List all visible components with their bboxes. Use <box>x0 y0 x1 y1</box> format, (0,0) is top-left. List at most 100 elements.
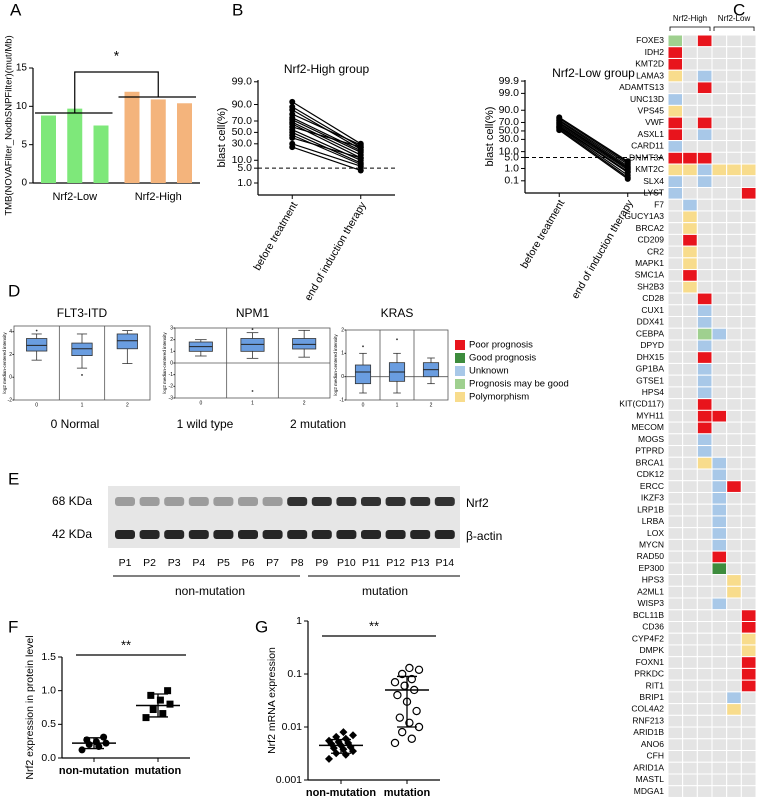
group-label: mutation <box>362 584 408 598</box>
map-cell <box>740 57 757 71</box>
map-cell <box>740 81 757 95</box>
map-cell <box>682 104 698 118</box>
point <box>147 691 155 699</box>
map-cell <box>740 679 757 693</box>
map-cell <box>726 574 742 587</box>
bar <box>67 108 83 183</box>
map-cell <box>740 515 757 529</box>
map-cell <box>726 140 742 153</box>
map-cell <box>667 374 684 388</box>
map-cell <box>682 316 698 329</box>
gene-label: IKZF3 <box>641 493 664 503</box>
map-cell <box>726 527 742 540</box>
x-tick-label: non-mutation <box>59 765 130 777</box>
y-tick-label: -3 <box>169 395 174 401</box>
point <box>166 700 174 708</box>
map-cell <box>711 128 728 142</box>
pair-line <box>292 126 361 148</box>
map-cell <box>696 585 713 599</box>
y-tick-label: 5.0 <box>504 151 519 163</box>
map-cell <box>667 656 684 669</box>
point <box>556 127 563 134</box>
map-cell <box>682 269 698 282</box>
map-cell <box>711 93 728 106</box>
band <box>115 530 135 539</box>
map-cell <box>726 327 742 341</box>
box <box>116 333 138 350</box>
x-tick-label: 1 <box>396 402 399 408</box>
y-tick-label: 1 <box>296 615 302 627</box>
pair-line <box>558 125 629 172</box>
map-cell <box>726 491 742 505</box>
point <box>78 746 86 754</box>
gene-label: DDX41 <box>637 317 665 327</box>
map-cell <box>682 714 698 728</box>
map-cell <box>682 679 698 693</box>
map-cell <box>667 503 684 517</box>
band-size: 68 KDa <box>52 494 92 508</box>
point <box>156 696 164 704</box>
lane-label: P8 <box>291 557 304 569</box>
pair-line <box>558 129 629 180</box>
map-cell <box>667 562 684 576</box>
map-cell <box>711 409 728 423</box>
map-cell <box>726 562 742 576</box>
y-tick-label: 0.1 <box>504 175 519 187</box>
map-cell <box>696 198 713 212</box>
map-cell <box>682 480 698 493</box>
point <box>159 710 167 718</box>
map-cell <box>682 445 698 458</box>
map-cell <box>667 116 684 130</box>
point <box>412 706 421 716</box>
pair-line <box>292 146 361 172</box>
y-tick-label: 0.5 <box>41 718 56 730</box>
map-cell <box>740 703 757 716</box>
bar <box>177 103 192 183</box>
map-cell <box>711 632 728 646</box>
map-cell <box>696 316 713 329</box>
map-cell <box>667 34 684 48</box>
map-cell <box>711 34 728 48</box>
map-cell <box>696 726 713 740</box>
map-cell <box>726 691 742 705</box>
map-cell <box>711 562 728 576</box>
gene-label: MECOM <box>631 422 664 432</box>
point <box>357 144 364 151</box>
map-cell <box>682 280 698 294</box>
band <box>213 497 234 506</box>
map-cell <box>682 69 698 83</box>
map-cell <box>740 644 757 658</box>
map-cell <box>682 198 698 212</box>
legend-label: Poor prognosis <box>469 340 533 351</box>
map-cell <box>740 163 757 177</box>
map-cell <box>740 714 757 728</box>
y-tick-label: 70.0 <box>499 116 520 128</box>
legend-label: Unknown <box>469 366 509 377</box>
point <box>407 734 416 743</box>
y-tick-label: 3 <box>170 325 173 331</box>
band <box>164 497 185 506</box>
map-cell <box>740 362 757 376</box>
map-cell <box>682 703 698 716</box>
y-tick-label: -1 <box>340 397 345 403</box>
map-cell <box>667 761 684 775</box>
gene-label: LOX <box>647 528 664 538</box>
map-cell <box>682 257 698 271</box>
map-cell <box>740 374 757 388</box>
box <box>292 338 317 350</box>
map-cell <box>667 104 684 118</box>
map-cell <box>740 128 757 142</box>
y-tick-label: 10 <box>16 101 28 112</box>
map-cell <box>726 433 742 447</box>
map-cell <box>711 304 728 318</box>
outlier <box>251 328 254 331</box>
map-cell <box>667 550 684 564</box>
box <box>240 338 265 352</box>
y-axis-label: log2 median-centered intensity <box>162 332 167 394</box>
pair-line <box>558 124 629 171</box>
map-cell <box>667 773 684 787</box>
map-cell <box>711 515 728 529</box>
legend-label: Good prognosis <box>469 353 536 364</box>
map-cell <box>696 703 713 716</box>
map-cell <box>682 574 698 587</box>
